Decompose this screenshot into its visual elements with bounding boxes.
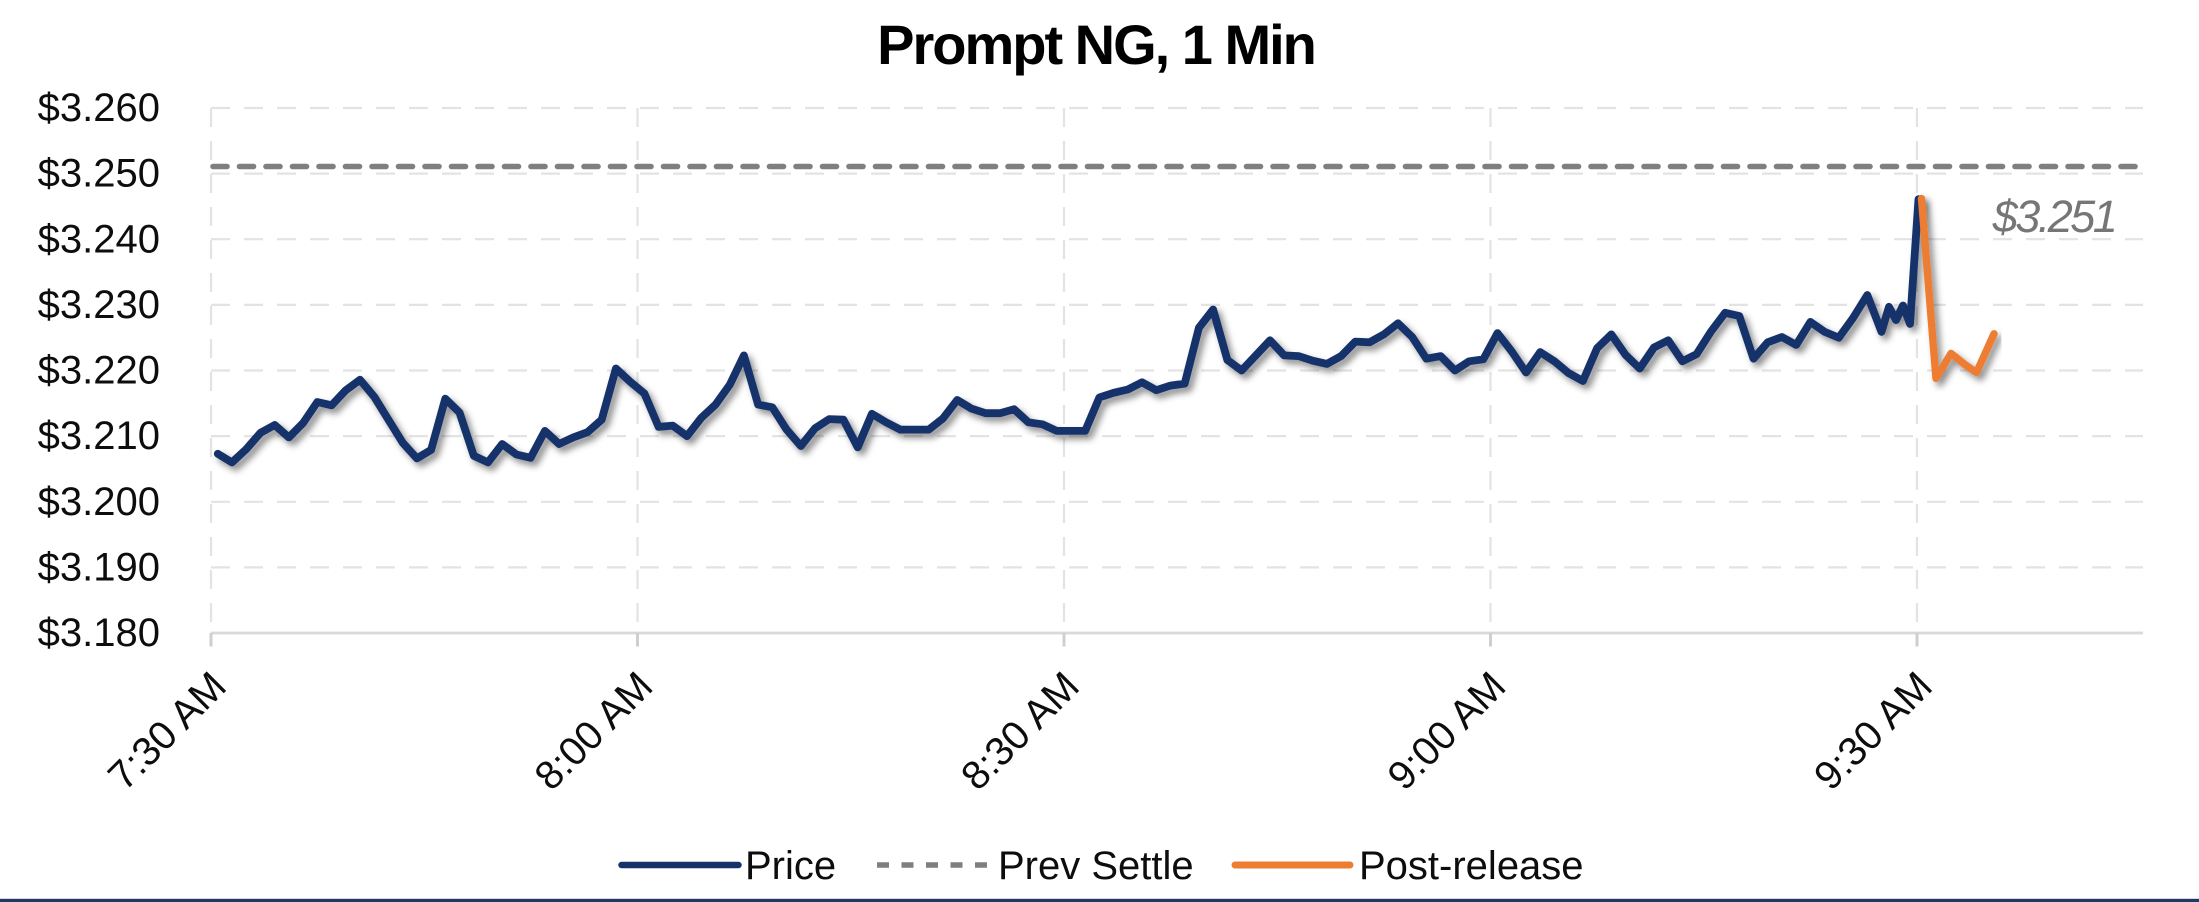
svg-text:8:30 AM: 8:30 AM: [953, 664, 1088, 799]
svg-text:$3.180: $3.180: [38, 611, 160, 655]
svg-text:$3.220: $3.220: [38, 349, 160, 393]
svg-text:Prompt NG, 1 Min: Prompt NG, 1 Min: [877, 13, 1315, 76]
svg-text:9:30 AM: 9:30 AM: [1806, 664, 1941, 799]
svg-text:$3.251: $3.251: [1992, 191, 2116, 242]
svg-text:$3.240: $3.240: [38, 217, 160, 261]
svg-text:$3.210: $3.210: [38, 414, 160, 458]
svg-text:$3.190: $3.190: [38, 546, 160, 590]
svg-text:$3.200: $3.200: [38, 480, 160, 524]
svg-text:$3.250: $3.250: [38, 152, 160, 196]
svg-text:Prev Settle: Prev Settle: [998, 844, 1194, 888]
svg-text:Price: Price: [745, 844, 836, 888]
svg-text:$3.230: $3.230: [38, 283, 160, 327]
svg-text:Post-release: Post-release: [1359, 844, 1584, 888]
svg-text:7:30 AM: 7:30 AM: [100, 664, 235, 799]
svg-text:8:00 AM: 8:00 AM: [526, 664, 661, 799]
svg-text:9:00 AM: 9:00 AM: [1379, 664, 1514, 799]
svg-text:$3.260: $3.260: [38, 86, 160, 130]
